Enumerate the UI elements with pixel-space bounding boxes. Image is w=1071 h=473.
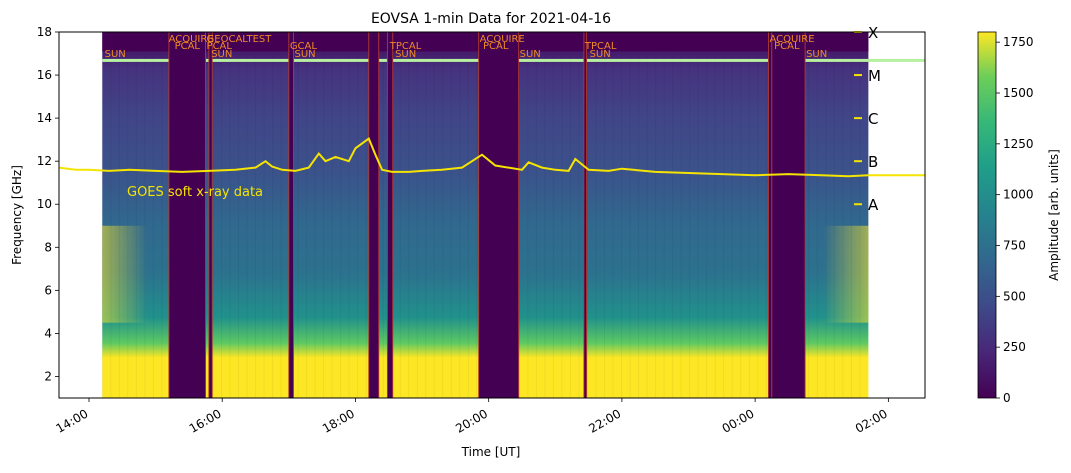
goes-class-label: C [868,110,878,128]
y-tick-label: 16 [37,68,52,82]
scan-label: PCAL [207,41,233,52]
goes-xray-line [59,137,925,178]
y-axis-title: Frequency [GHz] [10,165,24,265]
scan-label: SUN [211,49,232,60]
spectrogram-edge-left [102,225,148,323]
scan-label: GCAL [290,41,318,52]
scan-label: SUN [590,49,611,60]
y-tick-label: 8 [44,240,52,254]
scan-label: PCAL [774,41,800,52]
x-axis-title: Time [UT] [461,445,521,459]
scan-label: SUN [520,49,541,60]
scan-label: ACQUIRE [480,34,525,45]
scan-label: PCAL [483,41,509,52]
colorbar-ticks: 0 250 500 750 1000 1250 1500 1750 [996,35,1034,405]
y-tick-label: 4 [44,326,52,340]
y-tick-label: 18 [37,25,52,39]
goes-label: GOES soft x-ray data [127,185,263,200]
calibration-gap [208,32,213,398]
colorbar-gradient [977,31,997,399]
calibration-gap [168,32,206,398]
scan-label: TPCAL [389,41,422,52]
x-tick-label: 00:00 [720,406,757,435]
scan-label: TPCAL [584,41,617,52]
calibration-gap [771,32,806,398]
x-tick-label: 22:00 [586,406,623,435]
spectrogram-edge-right [823,225,869,323]
colorbar-title: Amplitude [arb. units] [1047,149,1061,281]
y-tick-label: 14 [37,111,52,125]
plot-frame [58,31,926,399]
x-tick-label: 20:00 [453,406,490,435]
scan-labels: ACQUIREPCALSUNPCALGEOCALTESTSUNGCALSUNTP… [105,34,828,60]
goes-class-label: A [868,196,879,214]
x-tick-label: 02:00 [853,406,890,435]
goes-class-label: B [868,153,878,171]
calibration-gap [368,32,379,398]
scan-label: PCAL [175,41,201,52]
colorbar-tick-label: 500 [1003,289,1026,303]
y-tick-label: 6 [44,283,52,297]
x-axis: 14:00 16:00 18:00 20:00 22:00 00:00 02:00 [54,398,890,436]
colorbar-tick-label: 1500 [1003,86,1034,100]
calibration-gap [478,32,519,398]
x-tick-label: 14:00 [54,406,91,435]
calibration-gap [387,32,393,398]
colorbar-tick-label: 1250 [1003,137,1034,151]
y-tick-label: 2 [44,369,52,383]
colorbar-tick-label: 750 [1003,239,1026,253]
chart-title: EOVSA 1-min Data for 2021-04-16 [371,11,611,27]
calibration-gap [288,32,294,398]
calibration-gaps [168,32,806,398]
scan-label: ACQUIRE [169,34,214,45]
scan-label: SUN [294,49,315,60]
goes-class-label: M [868,67,881,85]
plot-area: ACQUIREPCALSUNPCALGEOCALTESTSUNGCALSUNTP… [58,24,926,399]
y-tick-label: 10 [37,197,52,211]
x-tick-label: 16:00 [187,406,224,435]
calibration-gap [768,32,772,398]
goes-class-label: X [868,24,878,42]
scan-label: SUN [806,49,827,60]
colorbar-tick-label: 250 [1003,340,1026,354]
colorbar: 0 250 500 750 1000 1250 1500 1750 Amplitude [ar… [977,31,1061,405]
colorbar-tick-label: 1750 [1003,35,1034,49]
scan-label: SUN [105,49,126,60]
scan-label: SUN [395,49,416,60]
scan-label: GEOCALTEST [207,34,273,45]
calibration-gap [583,32,587,398]
y-axis: 2 4 6 8 10 12 14 16 18 [37,25,59,383]
y-tick-label: 12 [37,154,52,168]
scan-label: ACQUIRE [769,34,814,45]
sun-marker-band-tail [868,58,925,62]
colorbar-tick-label: 0 [1003,391,1011,405]
x-tick-label: 18:00 [320,406,357,435]
colorbar-tick-label: 1000 [1003,188,1034,202]
